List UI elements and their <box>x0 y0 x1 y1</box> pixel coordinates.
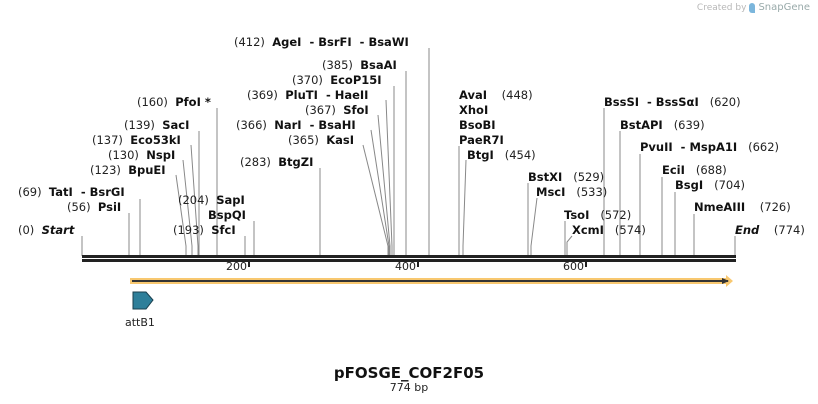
feature-label-attb1[interactable]: attB1 <box>125 316 155 329</box>
site-label[interactable]: (130) NspI <box>108 148 176 162</box>
site-label[interactable]: NmeAIII (726) <box>694 200 791 214</box>
backbone <box>82 255 736 267</box>
site-label[interactable]: AvaI (448) <box>459 88 533 102</box>
site-label[interactable]: (137) Eco53kI <box>92 133 181 147</box>
attb1-feature-arrow-icon <box>132 291 154 310</box>
site-label[interactable]: (56) PsiI <box>67 200 122 214</box>
snapgene-logo-icon <box>749 2 756 13</box>
site-label[interactable]: BstAPI (639) <box>620 118 705 132</box>
site-label[interactable]: (193) SfcI <box>173 223 236 237</box>
plasmid-name: pFOSGE_COF2F05 <box>333 364 485 382</box>
site-label[interactable]: XhoI <box>459 103 489 117</box>
site-label[interactable]: (0) Start <box>18 223 75 237</box>
site-label[interactable]: (283) BtgZI <box>240 155 314 169</box>
site-label[interactable]: (69) TatI - BsrGI <box>18 185 125 199</box>
site-label[interactable]: BstXI (529) <box>528 170 605 184</box>
site-label[interactable]: TsoI (572) <box>564 208 632 222</box>
site-label[interactable]: (369) PluTI - HaeII <box>247 88 369 102</box>
ruler-tick-400: 400 <box>395 260 416 273</box>
plasmid-length: 774 bp <box>389 381 429 394</box>
snapgene-credit: Created by SnapGene <box>697 2 810 13</box>
site-label[interactable]: (367) SfoI <box>305 103 369 117</box>
site-label[interactable]: PvuII - MspA1I (662) <box>640 140 780 154</box>
site-label[interactable]: (123) BpuEI <box>90 163 166 177</box>
site-label[interactable]: (204) SapI <box>178 193 245 207</box>
site-label[interactable]: (412) AgeI - BsrFI - BsaWI <box>234 35 409 49</box>
credit-text: Created by <box>696 2 747 13</box>
ruler-tick-200: 200 <box>226 260 247 273</box>
site-label[interactable]: MscI (533) <box>536 185 608 199</box>
site-label[interactable]: (366) NarI - BsaHI <box>236 118 356 132</box>
site-label[interactable]: XcmI (574) <box>572 223 646 237</box>
site-label[interactable]: EciI (688) <box>662 163 727 177</box>
site-label[interactable]: BtgI (454) <box>467 148 536 162</box>
site-label[interactable]: (385) BsaAI <box>322 58 397 72</box>
site-label[interactable]: (160) PfoI * <box>137 95 211 109</box>
site-label[interactable]: BspQI <box>208 208 246 222</box>
site-label[interactable]: (365) KasI <box>288 133 355 147</box>
site-label[interactable]: (139) SacI <box>124 118 190 132</box>
ruler-tick-600: 600 <box>563 260 584 273</box>
site-lines <box>81 48 736 256</box>
orf-arrow <box>130 275 733 287</box>
credit-brand: SnapGene <box>758 2 810 13</box>
site-label[interactable]: (370) EcoP15I <box>292 73 382 87</box>
site-label[interactable]: PaeR7I <box>459 133 504 147</box>
site-label[interactable]: End (774) <box>735 223 805 237</box>
site-label[interactable]: BsgI (704) <box>675 178 746 192</box>
site-label[interactable]: BsoBI <box>459 118 496 132</box>
site-label[interactable]: BssSI - BssSαI (620) <box>604 95 741 109</box>
